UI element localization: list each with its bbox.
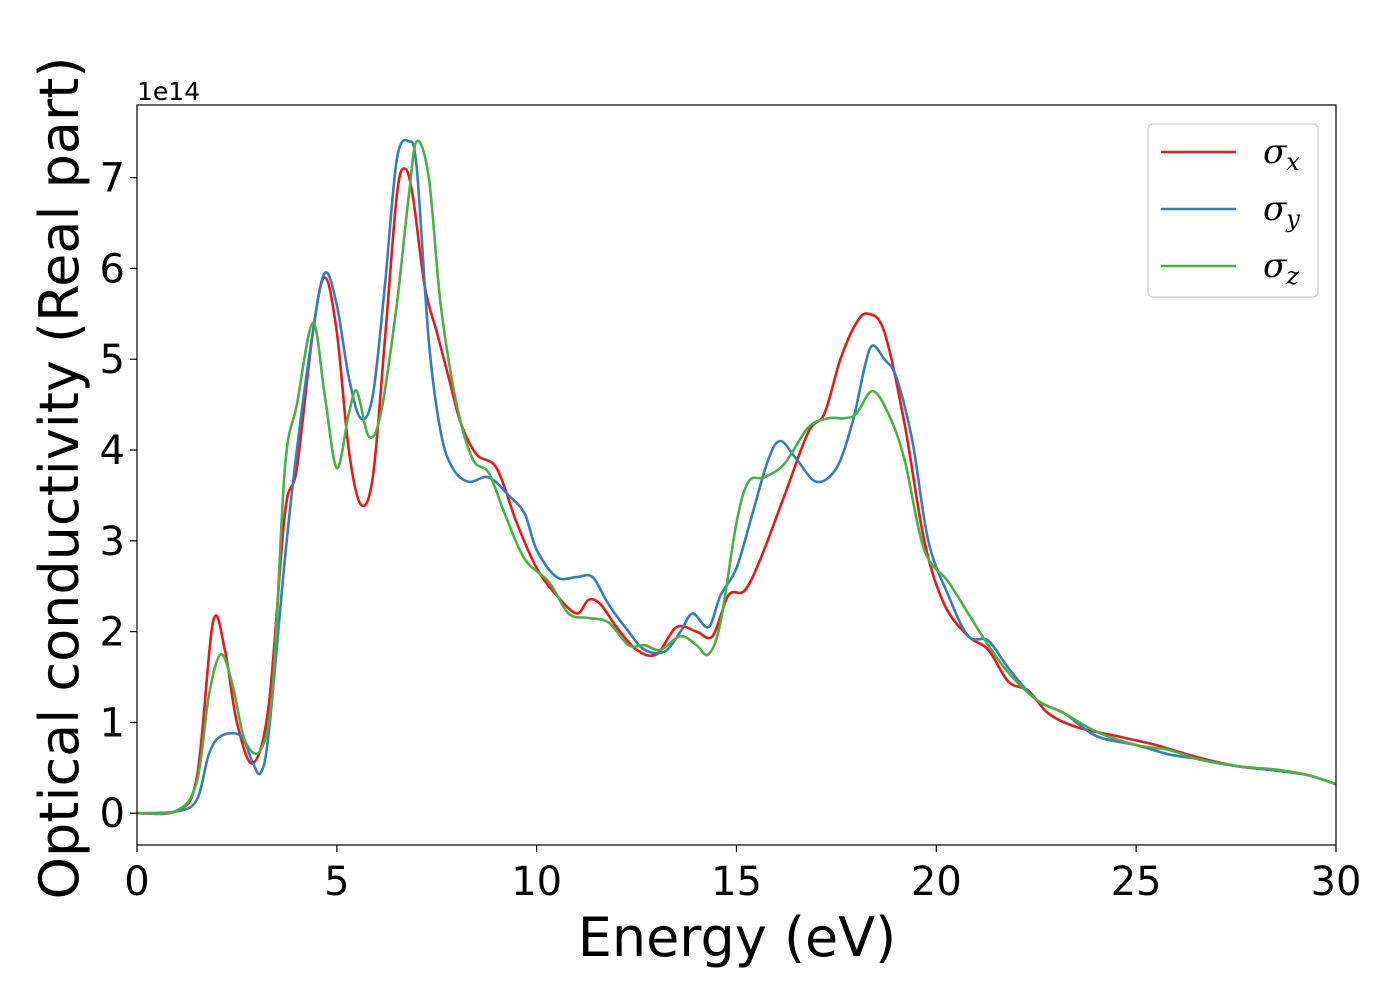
y-tick-label: 0 [100,791,125,837]
x-tick-label: 5 [324,859,349,905]
series-line-x [137,167,1336,816]
x-axis-label: Energy (eV) [578,906,897,969]
series-line-y [137,138,1336,815]
x-tick-label: 25 [1111,859,1162,905]
x-tick-label: 15 [711,859,762,905]
series-layer [137,138,1336,816]
legend-box [1147,123,1319,298]
y-tick-label: 3 [100,519,125,565]
y-tick-label: 7 [100,156,125,202]
y-tick-label: 6 [100,246,125,292]
x-tick-label: 0 [124,859,149,905]
x-tick-label: 30 [1311,859,1362,905]
x-axis-ticks: 0 5 10 15 20 25 30 [124,845,1361,905]
y-tick-label: 2 [100,610,125,656]
y-axis-label: Optical conductivity (Real part) [28,57,91,900]
x-tick-label: 20 [911,859,962,905]
series-line-z [137,139,1336,815]
y-tick-label: 1 [100,700,125,746]
y-offset-label: 1e14 [137,77,200,106]
x-tick-label: 10 [511,859,562,905]
y-tick-label: 4 [100,428,125,474]
y-tick-label: 5 [100,337,125,383]
y-axis-ticks: 0 1 2 3 4 5 6 7 [100,156,137,837]
